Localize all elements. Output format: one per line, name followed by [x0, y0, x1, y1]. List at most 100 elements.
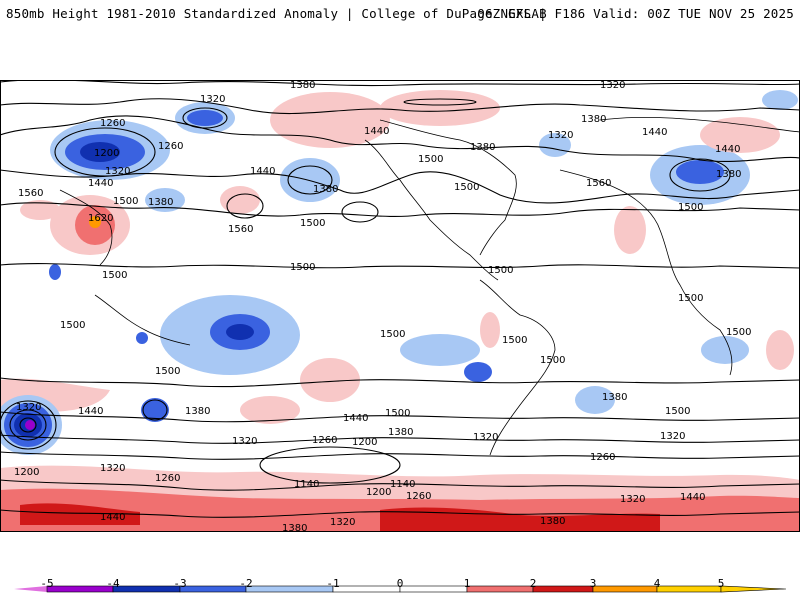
contour-label: 1140 — [390, 479, 415, 490]
contour-label: 1440 — [78, 406, 103, 417]
contour-label: 1320 — [330, 517, 355, 528]
colorbar-tick: 5 — [717, 577, 725, 590]
contour-labels: 1320 1380 1260 1320 1260 1200 1320 1440 … — [14, 80, 751, 532]
contour-label: 1380 — [602, 392, 627, 403]
colorbar-segments — [14, 585, 787, 593]
colorbar-tick: -4 — [106, 577, 120, 590]
contour-label: 1260 — [100, 118, 125, 129]
contour-label: 1500 — [380, 329, 405, 340]
contour-label: 1380 — [313, 184, 338, 195]
contour-label: 1380 — [185, 406, 210, 417]
contour-label: 1620 — [88, 213, 113, 224]
contour-label: 1500 — [726, 327, 751, 338]
colorbar-tick: -5 — [40, 577, 54, 590]
contour-label: 1320 — [100, 463, 125, 474]
contour-label: 1440 — [100, 512, 125, 523]
colorbar-segment — [112, 585, 181, 593]
contour-label: 1320 — [600, 80, 625, 91]
run-info: 06Z GFS | F186 Valid: 00Z TUE NOV 25 202… — [477, 6, 794, 21]
colorbar-tick: -2 — [239, 577, 253, 590]
colorbar-tick: 0 — [396, 577, 404, 590]
colorbar-segment — [656, 585, 722, 593]
positive-anomalies — [20, 90, 794, 424]
anomaly-map: 1320 1380 1260 1320 1260 1200 1320 1440 … — [0, 80, 800, 532]
colorbar-segment — [332, 585, 401, 593]
colorbar-segment — [399, 585, 468, 593]
colorbar — [14, 585, 787, 593]
contour-label: 1440 — [250, 166, 275, 177]
contour-label: 1200 — [94, 148, 119, 159]
contour-label: 1260 — [590, 452, 615, 463]
colorbar-tick: -3 — [173, 577, 187, 590]
contour-label: 1380 — [388, 427, 413, 438]
contour-label: 1320 — [620, 494, 645, 505]
contour-label: 1560 — [586, 178, 611, 189]
colorbar-segment — [532, 585, 594, 593]
contour-label: 1500 — [488, 265, 513, 276]
contour-label: 1500 — [540, 355, 565, 366]
contour-label: 1560 — [228, 224, 253, 235]
colorbar-segment — [592, 585, 658, 593]
contour-label: 1260 — [406, 491, 431, 502]
colorbar-tick: -1 — [326, 577, 340, 590]
contour-label: 1500 — [665, 406, 690, 417]
contour-label: 1260 — [312, 435, 337, 446]
contour-label: 1140 — [294, 479, 319, 490]
southern-positive-band — [0, 378, 800, 532]
contour-label: 1500 — [502, 335, 527, 346]
contour-label: 1500 — [102, 270, 127, 281]
contour-label: 1200 — [366, 487, 391, 498]
colorbar-tick: 3 — [589, 577, 597, 590]
contour-label: 1440 — [343, 413, 368, 424]
contour-label: 1440 — [642, 127, 667, 138]
contour-label: 1260 — [155, 473, 180, 484]
contour-label: 1440 — [715, 144, 740, 155]
contour-label: 1320 — [660, 431, 685, 442]
contour-label: 1440 — [680, 492, 705, 503]
contour-label: 1380 — [470, 142, 495, 153]
contour-label: 1500 — [300, 218, 325, 229]
header: 850mb Height 1981-2010 Standardized Anom… — [0, 0, 800, 40]
contour-label: 1500 — [454, 182, 479, 193]
contour-label: 1320 — [105, 166, 130, 177]
colorbar-tip-right — [720, 585, 787, 593]
contour-label: 1320 — [16, 402, 41, 413]
colorbar-segment — [179, 585, 247, 593]
contour-label: 1380 — [290, 80, 315, 91]
height-contours — [0, 80, 800, 518]
colorbar-tick: 4 — [653, 577, 661, 590]
contour-label: 1440 — [88, 178, 113, 189]
contour-label: 1440 — [364, 126, 389, 137]
contour-label: 1380 — [148, 197, 173, 208]
contour-label: 1260 — [158, 141, 183, 152]
colorbar-tip-left — [14, 586, 47, 592]
colorbar-tick: 1 — [463, 577, 471, 590]
contour-label: 1500 — [678, 202, 703, 213]
contour-label: 1380 — [581, 114, 606, 125]
contour-label: 1500 — [418, 154, 443, 165]
coastlines — [59, 116, 800, 456]
contour-label: 1500 — [113, 196, 138, 207]
contour-label: 1380 — [716, 169, 741, 180]
colorbar-segment — [466, 585, 534, 593]
contour-label: 1200 — [352, 437, 377, 448]
contour-label: 1560 — [18, 188, 43, 199]
contour-label: 1500 — [290, 262, 315, 273]
colorbar-tick: 2 — [529, 577, 537, 590]
contour-label: 1200 — [14, 467, 39, 478]
contour-label: 1320 — [200, 94, 225, 105]
colorbar-segment — [245, 585, 334, 593]
colorbar-segment — [46, 585, 114, 593]
contour-label: 1500 — [155, 366, 180, 377]
contour-label: 1500 — [385, 408, 410, 419]
contour-label: 1320 — [548, 130, 573, 141]
contour-label: 1500 — [60, 320, 85, 331]
contour-label: 1380 — [540, 516, 565, 527]
contour-label: 1320 — [473, 432, 498, 443]
contour-label: 1380 — [282, 523, 307, 532]
contour-label: 1320 — [232, 436, 257, 447]
contour-label: 1320 — [228, 80, 253, 83]
negative-anomalies — [0, 90, 798, 455]
map-title: 850mb Height 1981-2010 Standardized Anom… — [6, 6, 547, 21]
contour-label: 1500 — [678, 293, 703, 304]
